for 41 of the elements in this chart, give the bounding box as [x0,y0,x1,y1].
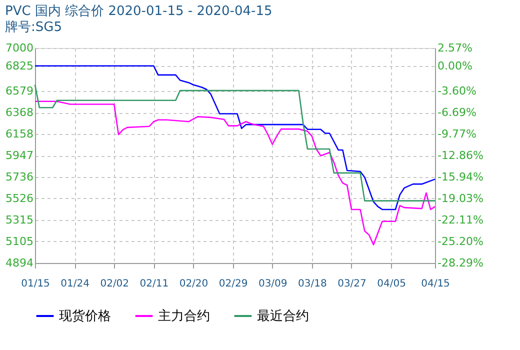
y2-tick-label: -25.20% [438,234,484,248]
y-tick-label: 6368 [6,106,34,120]
line-series [34,65,436,210]
y-tick-label: 6158 [6,127,34,140]
y2-tick-label: -19.03% [438,192,484,205]
x-tick-label: 03/18 [298,278,327,290]
y-tick-label: 6825 [6,59,34,72]
legend-label: 现货价格 [59,309,111,324]
line-series [34,100,436,246]
legend-label: 主力合约 [158,308,210,324]
x-tick-label: 04/05 [377,278,406,290]
y-tick-label: 5736 [6,170,34,184]
x-tick-label: 02/11 [140,278,169,290]
y2-tick-label: -12.86% [438,149,484,162]
y2-tick-label: -22.11% [438,213,484,226]
x-tick-label: 01/15 [21,278,50,290]
x-tick-label: 02/02 [100,278,130,290]
y-tick-label: 5315 [6,214,34,227]
x-tick-label: 01/24 [60,278,90,290]
y2-tick-label: 2.57% [438,42,472,54]
y2-tick-label: -9.77% [438,127,476,140]
y2-tick-label: -6.69% [438,106,476,120]
y-tick-label: 7000 [6,42,34,54]
x-tick-label: 02/29 [218,278,248,290]
y-tick-label: 6579 [6,84,34,98]
x-tick-label: 04/15 [421,278,450,290]
y-tick-label: 5105 [6,234,34,248]
x-tick-label: 03/27 [338,278,366,290]
x-tick-label: 02/20 [179,278,208,290]
line-series [34,84,436,202]
y2-tick-label: -15.94% [438,170,484,184]
chart-subtitle: 牌号:SG5 [5,20,62,35]
y-tick-label: 4894 [6,256,34,270]
chart-title: PVC 国内 综合价 2020-01-15 - 2020-04-15 [5,4,272,19]
y2-tick-label: -28.29% [438,256,484,270]
y2-tick-label: -3.60% [438,84,476,98]
y-tick-label: 5526 [6,192,34,205]
y-tick-label: 5947 [6,149,34,162]
x-tick-label: 03/09 [258,278,288,290]
y2-tick-label: 0.00% [438,59,472,72]
legend-label: 最近合约 [257,309,309,324]
